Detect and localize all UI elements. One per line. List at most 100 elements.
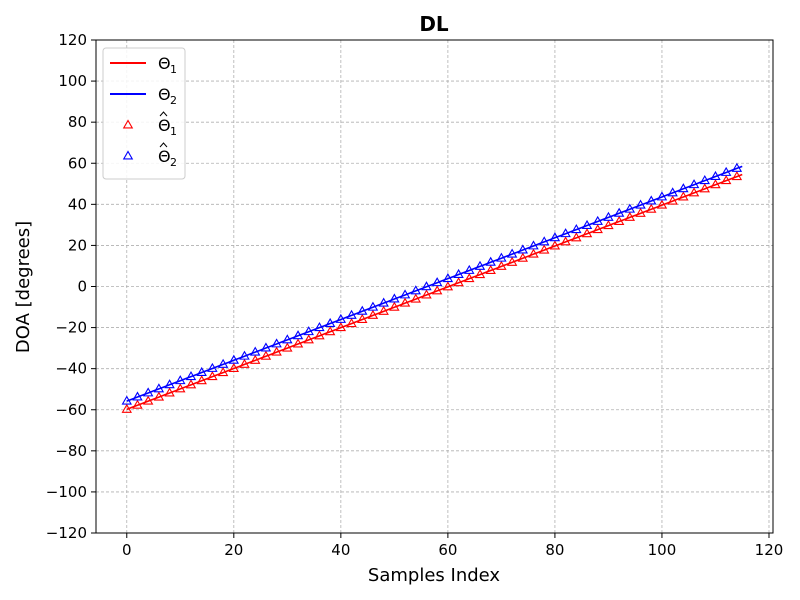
data-point-marker (292, 338, 304, 348)
data-point-marker (207, 362, 218, 372)
y-tick-label: 60 (68, 154, 87, 172)
data-point-marker (613, 215, 625, 225)
x-axis-label: Samples Index (368, 565, 500, 586)
data-point-marker (175, 375, 186, 385)
data-point-marker (506, 248, 518, 258)
data-point-marker (378, 305, 389, 315)
data-point-marker (667, 187, 678, 197)
data-point-marker (399, 297, 411, 307)
data-point-marker (453, 277, 464, 287)
data-point-marker (635, 199, 646, 209)
y-tick-label: 80 (68, 113, 87, 131)
data-point-marker (389, 301, 400, 311)
legend-label-subscript: 2 (170, 94, 177, 107)
data-point-marker (624, 203, 636, 213)
data-point-marker (282, 342, 293, 352)
data-point-marker (496, 252, 507, 262)
data-point-marker (357, 305, 368, 315)
data-point-marker (346, 317, 357, 328)
data-point-marker (314, 330, 325, 340)
data-point-marker (164, 387, 175, 397)
data-point-marker (421, 289, 432, 299)
data-point-marker (335, 322, 347, 332)
x-tick-label: 40 (331, 541, 350, 559)
data-point-marker (571, 224, 582, 234)
data-point-marker (720, 166, 732, 176)
data-point-marker (656, 191, 668, 201)
data-point-marker (217, 366, 229, 377)
y-tick-label: 20 (68, 236, 87, 254)
series-layer (121, 162, 743, 413)
data-point-marker (153, 383, 165, 393)
data-point-marker (613, 207, 625, 217)
data-point-marker (249, 346, 261, 356)
data-point-marker (357, 313, 368, 323)
x-tick-label: 0 (122, 541, 132, 559)
data-point-marker (731, 162, 743, 172)
data-point-marker (528, 248, 539, 258)
data-point-marker (260, 342, 272, 352)
legend-marker-swatch (122, 119, 134, 129)
data-point-marker (249, 354, 261, 364)
data-point-marker (453, 268, 464, 279)
data-point-marker (367, 301, 379, 311)
y-axis-label: DOA [degrees] (13, 221, 34, 353)
data-point-marker (442, 281, 454, 291)
data-point-marker (431, 285, 443, 295)
legend-box (102, 47, 186, 180)
data-point-marker (196, 366, 207, 377)
data-point-marker (699, 183, 710, 193)
data-point-marker (303, 334, 314, 344)
data-point-marker (699, 175, 710, 185)
data-point-marker (335, 313, 347, 323)
legend-label-subscript: 2 (170, 156, 177, 169)
ticks: 0 20 40 60 80 100 120 −120 −100 −80 −60 −40 −20 0 20 40… (46, 31, 784, 559)
x-tick-label: 20 (224, 541, 243, 559)
data-point-marker (132, 391, 143, 401)
y-tick-label: −60 (55, 401, 87, 419)
data-point-marker (731, 170, 743, 181)
data-point-marker (260, 350, 272, 360)
data-point-marker (185, 379, 197, 389)
legend-label: Θ (158, 116, 171, 135)
data-point-marker (538, 236, 550, 246)
data-point-marker (175, 383, 186, 393)
y-tick-label: −20 (55, 319, 87, 337)
data-point-marker (121, 403, 132, 413)
data-point-marker (228, 354, 240, 364)
data-point-marker (228, 362, 240, 372)
hat-accent (159, 111, 168, 117)
legend-marker-swatch (122, 150, 134, 160)
data-point-marker (496, 260, 507, 270)
data-point-marker (464, 264, 475, 274)
data-point-marker (549, 240, 561, 250)
data-point-marker (646, 203, 657, 213)
y-tick-label: −100 (46, 483, 87, 501)
data-point-marker (688, 187, 700, 197)
data-point-marker (142, 395, 154, 405)
x-tick-label: 100 (648, 541, 677, 559)
data-point-marker (592, 224, 603, 234)
data-point-marker (485, 264, 496, 274)
data-point-marker (378, 297, 389, 307)
data-point-marker (646, 195, 657, 205)
data-point-marker (367, 309, 379, 319)
data-point-marker (121, 395, 132, 405)
hat-accent (159, 142, 168, 148)
data-point-marker (710, 179, 721, 189)
data-point-marker (164, 379, 175, 389)
legend-label: Θ (158, 147, 171, 166)
data-point-marker (303, 326, 314, 336)
data-point-marker (132, 399, 143, 409)
data-point-marker (399, 289, 411, 299)
legend: Θ 1Θ 2Θ 1Θ 2 (102, 47, 186, 180)
data-point-marker (442, 273, 454, 283)
data-point-marker (710, 170, 721, 181)
series-estimate-1 (121, 170, 743, 413)
data-point-marker (592, 215, 603, 225)
data-point-marker (324, 326, 336, 336)
